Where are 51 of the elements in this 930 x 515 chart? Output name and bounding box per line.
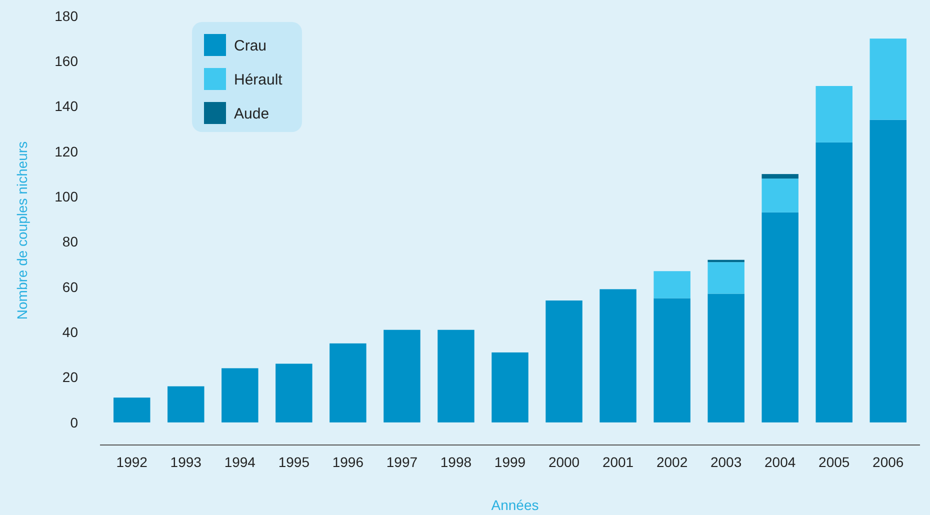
y-tick-label: 120: [54, 143, 78, 160]
bar: [816, 86, 852, 142]
bar: [870, 38, 906, 120]
y-tick-label: 100: [54, 188, 78, 205]
bar: [438, 330, 474, 422]
x-tick-label: 1995: [278, 454, 310, 470]
x-tick-label: 2003: [710, 454, 742, 470]
y-tick-label: 180: [54, 8, 78, 24]
x-tick-label: 2004: [764, 454, 796, 470]
x-tick-label: 1997: [386, 454, 418, 470]
x-tick-label: 2000: [548, 454, 580, 470]
x-tick-label: 1993: [170, 454, 202, 470]
bar: [870, 120, 906, 422]
x-tick-label: 1999: [494, 454, 526, 470]
bar: [762, 212, 798, 422]
bar: [114, 398, 150, 422]
bar: [762, 178, 798, 212]
bar: [492, 352, 528, 422]
x-tick-label: 1992: [116, 454, 148, 470]
x-tick-label: 2006: [872, 454, 904, 470]
y-tick-label: 0: [70, 414, 78, 430]
bar: [708, 294, 744, 422]
x-tick-label: 2002: [656, 454, 688, 470]
bar: [168, 386, 204, 422]
bar: [654, 298, 690, 422]
bar: [708, 262, 744, 294]
bar: [330, 343, 366, 422]
bar: [816, 142, 852, 422]
bar: [222, 368, 258, 422]
y-tick-label: 140: [54, 98, 78, 114]
y-tick-label: 160: [54, 53, 78, 70]
x-axis-title: Années: [491, 497, 539, 513]
y-tick-label: 60: [62, 278, 78, 295]
x-tick-label: 1994: [224, 454, 256, 470]
bar: [654, 271, 690, 298]
y-tick-label: 40: [62, 324, 78, 340]
bar: [600, 289, 636, 422]
bar: [276, 364, 312, 422]
legend-label: Hérault: [234, 71, 284, 88]
x-tick-label: 2005: [818, 454, 850, 470]
bar: [384, 330, 420, 422]
legend-label: Aude: [234, 105, 270, 122]
y-tick-label: 20: [62, 369, 78, 386]
bar: [762, 174, 798, 179]
legend-label: Crau: [234, 37, 267, 54]
x-tick-label: 2001: [602, 454, 634, 470]
y-tick-label: 80: [62, 234, 78, 250]
x-tick-label: 1996: [332, 454, 364, 470]
bar: [546, 300, 582, 422]
y-axis-title: Nombre de couples nicheurs: [14, 141, 30, 320]
x-tick-label: 1998: [440, 454, 472, 470]
